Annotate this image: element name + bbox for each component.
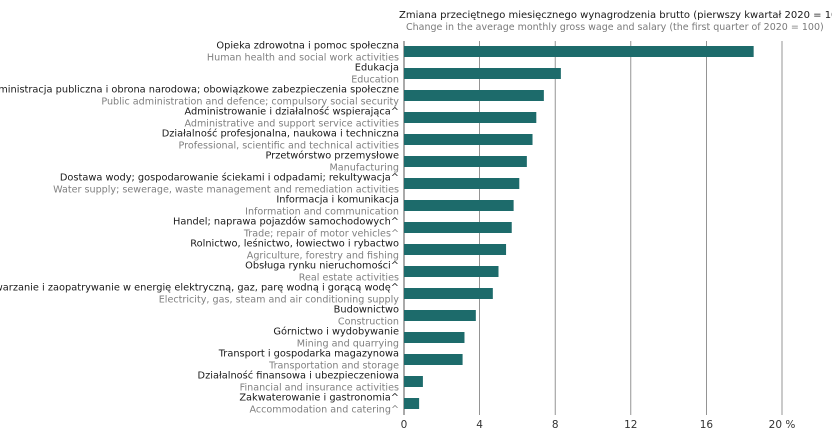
category-label-pl: Opieka zdrowotna i pomoc społeczna — [216, 41, 399, 52]
category-label-en: Administrative and support service activ… — [184, 119, 399, 130]
category-label-en: Accommodation and catering^ — [249, 405, 399, 416]
bar — [404, 398, 420, 409]
bar — [404, 90, 544, 101]
chart-title: Zmiana przeciętnego miesięcznego wynagro… — [399, 10, 832, 21]
category-label-pl: Handel; naprawa pojazdów samochodowych^ — [173, 216, 399, 228]
x-tick-label: 0 — [401, 419, 408, 431]
category-label-en: Professional, scientific and technical a… — [179, 141, 399, 152]
category-label-en: Financial and insurance activities — [240, 383, 399, 394]
bar — [404, 156, 527, 167]
category-label-pl: Działalność finansowa i ubezpieczeniowa — [198, 370, 399, 382]
category-label-pl: Obsługa rynku nieruchomości^ — [245, 260, 399, 272]
category-label-pl: Wytwarzanie i zaopatrywanie w energię el… — [0, 283, 399, 294]
category-label-en: Real estate activities — [299, 273, 399, 284]
bar — [404, 376, 423, 387]
bar — [404, 200, 514, 211]
category-label-en: Human health and social work activities — [207, 53, 399, 64]
bar — [404, 68, 561, 79]
bar — [404, 288, 493, 299]
x-tick-label: 16 — [700, 419, 714, 431]
category-label-en: Manufacturing — [330, 163, 399, 174]
category-label-pl: Przetwórstwo przemysłowe — [265, 150, 399, 162]
bar — [404, 332, 465, 343]
category-label-en: Information and communication — [245, 207, 399, 218]
bar — [404, 244, 507, 255]
category-label-en: Electricity, gas, steam and air conditio… — [159, 295, 400, 306]
bar — [404, 178, 520, 189]
category-label-en: Transportation and storage — [268, 361, 399, 372]
x-tick-label: 4 — [476, 419, 483, 431]
category-label-en: Education — [351, 75, 399, 86]
bar — [404, 310, 476, 321]
category-label-pl: Transport i gospodarka magazynowa — [218, 349, 399, 360]
category-label-en: Water supply; sewerage, waste management… — [53, 185, 399, 196]
category-label-pl: Administrowanie i działalność wspierając… — [185, 106, 399, 118]
category-label-pl: Górnictwo i wydobywanie — [273, 326, 399, 338]
category-label-pl: Edukacja — [355, 63, 399, 74]
category-label-pl: Zakwaterowanie i gastronomia^ — [239, 393, 399, 404]
chart-subtitle: Change in the average monthly gross wage… — [406, 22, 824, 33]
category-label-en: Agriculture, forestry and fishing — [247, 251, 399, 262]
x-tick-label: 20 % — [769, 419, 796, 431]
category-label-pl: Budownictwo — [334, 305, 399, 316]
category-label-en: Mining and quarrying — [297, 339, 399, 350]
category-label-en: Trade; repair of motor vehicles^ — [243, 229, 399, 240]
bar — [404, 112, 537, 123]
x-tick-label: 8 — [552, 419, 559, 431]
bar — [404, 134, 533, 145]
category-label-en: Public administration and defence; compu… — [101, 97, 399, 108]
category-label-pl: Informacja i komunikacja — [276, 195, 399, 206]
bar — [404, 222, 512, 233]
x-tick-label: 12 — [624, 419, 637, 431]
category-label-pl: Administracja publiczna i obrona narodow… — [0, 85, 399, 96]
category-label-pl: Rolnictwo, leśnictwo, łowiectwo i rybact… — [190, 238, 399, 250]
bar — [404, 266, 499, 277]
category-label-pl: Dostawa wody; gospodarowanie ściekami i … — [60, 172, 399, 184]
category-label-pl: Działalność profesjonalna, naukowa i tec… — [162, 128, 399, 140]
category-label-en: Construction — [338, 317, 399, 328]
bar — [404, 46, 754, 57]
bar — [404, 354, 463, 365]
